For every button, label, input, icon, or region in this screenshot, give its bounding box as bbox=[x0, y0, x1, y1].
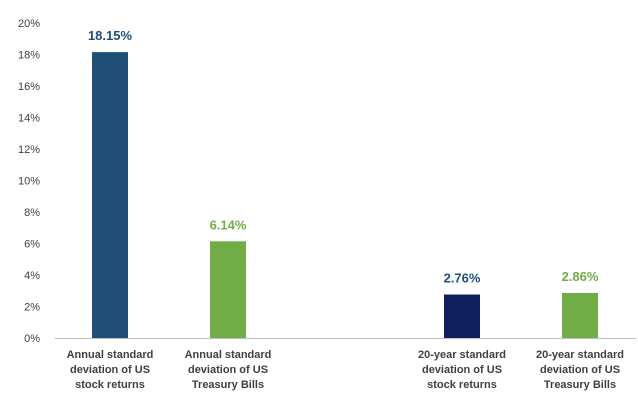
x-category-label: Annual standard bbox=[185, 349, 272, 361]
data-label: 18.15% bbox=[88, 28, 133, 43]
x-category-label: 20-year standard bbox=[418, 349, 506, 361]
y-tick-label: 8% bbox=[24, 207, 40, 219]
x-category-label: Treasury Bills bbox=[544, 379, 616, 391]
x-category-label: deviation of US bbox=[540, 364, 620, 376]
x-category-label: deviation of US bbox=[70, 364, 150, 376]
y-tick-label: 20% bbox=[18, 18, 40, 30]
bar bbox=[210, 241, 246, 338]
y-tick-label: 14% bbox=[18, 113, 40, 125]
x-category-label: deviation of US bbox=[422, 364, 502, 376]
x-category-label: stock returns bbox=[75, 379, 145, 391]
y-tick-label: 0% bbox=[24, 333, 40, 345]
bar bbox=[92, 52, 128, 338]
data-label: 6.14% bbox=[210, 217, 247, 232]
x-category-label: Annual standard bbox=[67, 349, 154, 361]
data-label: 2.76% bbox=[444, 271, 481, 286]
y-tick-label: 18% bbox=[18, 50, 40, 62]
y-tick-label: 10% bbox=[18, 176, 40, 188]
x-category-label: 20-year standard bbox=[536, 349, 624, 361]
y-tick-label: 12% bbox=[18, 144, 40, 156]
bar bbox=[562, 292, 598, 338]
x-category-label: stock returns bbox=[427, 379, 497, 391]
x-category-label: Treasury Bills bbox=[192, 379, 264, 391]
y-tick-label: 4% bbox=[24, 270, 40, 282]
bar bbox=[444, 294, 480, 338]
y-tick-label: 16% bbox=[18, 81, 40, 93]
y-tick-label: 2% bbox=[24, 302, 40, 314]
y-tick-label: 6% bbox=[24, 239, 40, 251]
data-label: 2.86% bbox=[562, 269, 599, 284]
x-category-label: deviation of US bbox=[188, 364, 268, 376]
